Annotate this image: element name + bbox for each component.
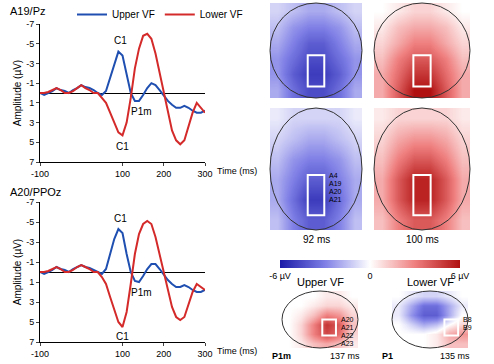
svg-text:-5: -5 [26, 217, 34, 227]
svg-text:A19: A19 [329, 180, 342, 187]
svg-text:200: 200 [156, 169, 171, 179]
svg-text:200: 200 [156, 349, 171, 359]
svg-text:C1: C1 [116, 331, 129, 342]
svg-text:Lower VF: Lower VF [200, 9, 243, 20]
svg-text:C1: C1 [114, 35, 127, 46]
svg-text:P1: P1 [382, 351, 393, 361]
svg-text:300: 300 [197, 349, 212, 359]
svg-text:-7: -7 [26, 197, 34, 207]
svg-text:A22: A22 [341, 332, 354, 339]
svg-text:6 µV: 6 µV [451, 271, 470, 281]
svg-text:A19/Pz: A19/Pz [10, 5, 45, 17]
svg-text:-6 µV: -6 µV [269, 271, 291, 281]
svg-text:100: 100 [115, 169, 130, 179]
svg-text:3: 3 [29, 297, 34, 307]
svg-text:-1: -1 [26, 78, 34, 88]
svg-text:-7: -7 [26, 19, 34, 29]
svg-text:Amplitude (µV): Amplitude (µV) [12, 239, 23, 305]
svg-text:-100: -100 [31, 169, 49, 179]
svg-text:A4: A4 [329, 172, 338, 179]
svg-text:C1: C1 [116, 141, 129, 152]
svg-text:-3: -3 [26, 59, 34, 69]
svg-text:92 ms: 92 ms [303, 234, 330, 245]
svg-text:1: 1 [29, 98, 34, 108]
svg-text:0: 0 [367, 271, 372, 281]
svg-text:Time (ms): Time (ms) [217, 166, 257, 176]
svg-text:Time (ms): Time (ms) [217, 346, 257, 356]
svg-text:C1: C1 [114, 213, 127, 224]
svg-text:Amplitude (µV): Amplitude (µV) [12, 60, 23, 126]
svg-text:137 ms: 137 ms [330, 351, 360, 361]
svg-text:5: 5 [29, 317, 34, 327]
svg-text:-100: -100 [31, 349, 49, 359]
svg-text:A23: A23 [341, 340, 354, 347]
svg-text:P1m: P1m [131, 106, 152, 117]
svg-text:A20/PPOz: A20/PPOz [10, 186, 61, 198]
svg-text:135 ms: 135 ms [440, 351, 470, 361]
svg-text:100 ms: 100 ms [406, 234, 439, 245]
svg-text:Upper VF: Upper VF [112, 9, 155, 20]
svg-text:A20: A20 [329, 188, 342, 195]
svg-text:7: 7 [29, 337, 34, 347]
svg-text:5: 5 [29, 137, 34, 147]
svg-text:B8: B8 [463, 316, 472, 323]
svg-text:-1: -1 [26, 257, 34, 267]
svg-text:Lower VF: Lower VF [407, 276, 454, 288]
svg-text:1: 1 [29, 277, 34, 287]
svg-text:300: 300 [197, 169, 212, 179]
svg-text:A21: A21 [329, 196, 342, 203]
svg-text:P1m: P1m [272, 351, 291, 361]
svg-text:B9: B9 [463, 324, 472, 331]
svg-text:100: 100 [115, 349, 130, 359]
svg-text:3: 3 [29, 118, 34, 128]
svg-text:P1m: P1m [131, 287, 152, 298]
svg-text:-5: -5 [26, 39, 34, 49]
svg-text:7: 7 [29, 157, 34, 167]
svg-text:A21: A21 [341, 324, 354, 331]
svg-text:Upper VF: Upper VF [297, 276, 344, 288]
svg-text:-3: -3 [26, 237, 34, 247]
svg-text:A20: A20 [341, 316, 354, 323]
